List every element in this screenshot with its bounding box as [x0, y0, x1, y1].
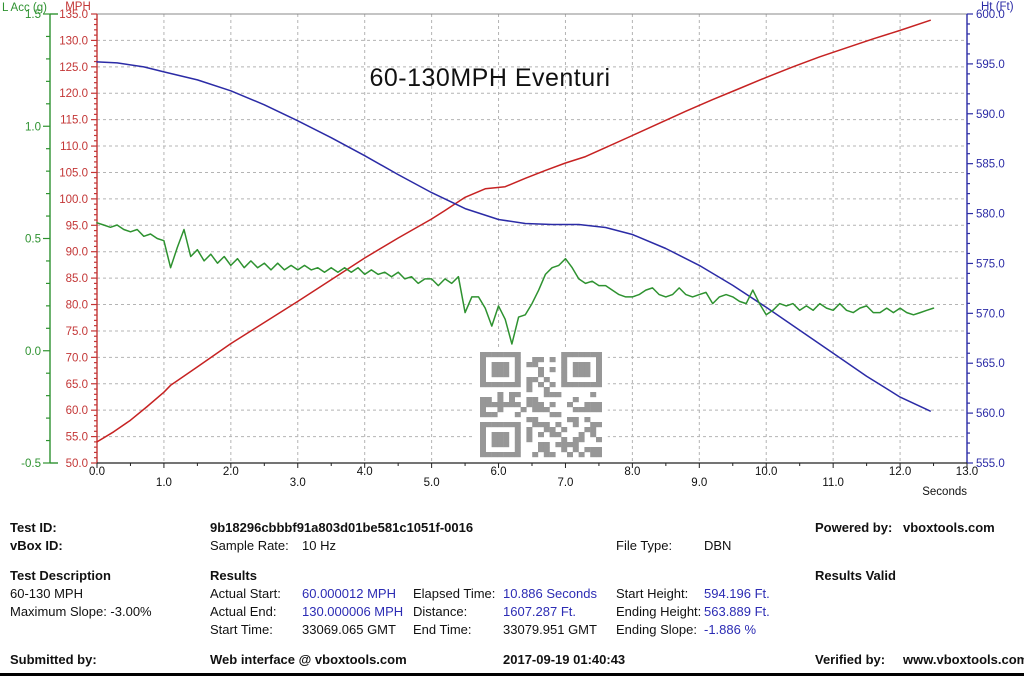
- vbox-id-label: vBox ID:: [10, 538, 63, 553]
- svg-text:10.0: 10.0: [755, 466, 777, 478]
- svg-text:-0.5: -0.5: [21, 458, 41, 470]
- ending-slope-value: -1.886 %: [704, 622, 757, 637]
- submitted-by-label: Submitted by:: [10, 652, 97, 667]
- x-axis-title: Seconds: [922, 486, 967, 498]
- distance-value: 1607.287 Ft.: [503, 604, 576, 619]
- svg-text:85.0: 85.0: [66, 273, 88, 285]
- sample-rate-label: Sample Rate:: [210, 538, 289, 553]
- acc-axis-title: L Acc (g): [2, 2, 47, 14]
- svg-text:565.0: 565.0: [976, 358, 1005, 370]
- svg-text:585.0: 585.0: [976, 159, 1005, 171]
- svg-text:8.0: 8.0: [624, 466, 640, 478]
- sample-rate-value: 10 Hz: [302, 538, 336, 553]
- svg-text:80.0: 80.0: [66, 300, 88, 312]
- svg-text:590.0: 590.0: [976, 109, 1005, 121]
- distance-label: Distance:: [413, 604, 468, 619]
- svg-text:55.0: 55.0: [66, 432, 88, 444]
- submitted-by-value: Web interface @ vboxtools.com: [210, 652, 407, 667]
- powered-by-label: Powered by:: [815, 520, 893, 535]
- svg-text:90.0: 90.0: [66, 247, 88, 259]
- svg-text:555.0: 555.0: [976, 458, 1005, 470]
- actual-start-label: Actual Start:: [210, 586, 281, 601]
- svg-text:100.0: 100.0: [59, 194, 88, 206]
- end-time-value: 33079.951 GMT: [503, 622, 597, 637]
- file-type-label: File Type:: [616, 538, 673, 553]
- test-description-heading: Test Description: [10, 568, 111, 583]
- qr-code: [474, 347, 608, 462]
- svg-text:65.0: 65.0: [66, 379, 88, 391]
- actual-start-value: 60.000012 MPH: [302, 586, 396, 601]
- test-description-line2: Maximum Slope: -3.00%: [10, 604, 152, 619]
- svg-text:95.0: 95.0: [66, 220, 88, 232]
- svg-text:110.0: 110.0: [60, 141, 88, 153]
- svg-text:0.5: 0.5: [25, 234, 41, 246]
- svg-text:595.0: 595.0: [976, 59, 1005, 71]
- chart-title: 60-130MPH Eventuri: [369, 64, 611, 92]
- svg-text:9.0: 9.0: [691, 477, 707, 489]
- end-time-label: End Time:: [413, 622, 472, 637]
- svg-text:2.0: 2.0: [223, 466, 239, 478]
- svg-text:0.0: 0.0: [89, 466, 105, 478]
- start-height-value: 594.196 Ft.: [704, 586, 770, 601]
- file-type-value: DBN: [704, 538, 732, 553]
- start-time-value: 33069.065 GMT: [302, 622, 396, 637]
- svg-text:1.0: 1.0: [25, 121, 41, 133]
- mph-axis-title: MPH: [65, 1, 91, 13]
- svg-text:105.0: 105.0: [59, 167, 88, 179]
- height-axis-title: Ht (Ft): [981, 1, 1014, 13]
- svg-text:4.0: 4.0: [357, 466, 373, 478]
- actual-end-value: 130.000006 MPH: [302, 604, 404, 619]
- results-valid-badge: Results Valid: [815, 568, 896, 583]
- svg-text:1.5: 1.5: [25, 9, 41, 21]
- svg-text:120.0: 120.0: [59, 88, 88, 100]
- svg-text:75.0: 75.0: [66, 326, 88, 338]
- verified-by-label: Verified by:: [815, 652, 886, 667]
- performance-chart: -0.5 0.0 0.5 1.0 1.5 50.0 55.0 60.0 65.0 70.0 75.0…: [21, 9, 1005, 489]
- svg-text:70.0: 70.0: [66, 352, 88, 364]
- actual-end-label: Actual End:: [210, 604, 277, 619]
- svg-text:115.0: 115.0: [60, 115, 88, 127]
- svg-text:580.0: 580.0: [976, 209, 1005, 221]
- svg-text:125.0: 125.0: [59, 62, 88, 74]
- ending-height-value: 563.889 Ft.: [704, 604, 770, 619]
- ending-slope-label: Ending Slope:: [616, 622, 697, 637]
- start-time-label: Start Time:: [210, 622, 273, 637]
- svg-text:13.0: 13.0: [956, 466, 978, 478]
- test-id-value: 9b18296cbbbf91a803d01be581c1051f-0016: [210, 520, 474, 535]
- svg-text:130.0: 130.0: [59, 35, 88, 47]
- svg-text:0.0: 0.0: [25, 346, 41, 358]
- results-heading: Results: [210, 568, 257, 583]
- elapsed-time-value: 10.886 Seconds: [503, 586, 597, 601]
- report-timestamp: 2017-09-19 01:40:43: [503, 652, 626, 667]
- verified-by-value: www.vboxtools.com: [903, 652, 1024, 667]
- svg-text:5.0: 5.0: [424, 477, 440, 489]
- test-id-label: Test ID:: [10, 520, 57, 535]
- svg-text:600.0: 600.0: [976, 9, 1005, 21]
- svg-text:570.0: 570.0: [976, 308, 1005, 320]
- window-bottom-edge: [0, 673, 1024, 676]
- svg-text:560.0: 560.0: [976, 408, 1005, 420]
- svg-text:6.0: 6.0: [491, 466, 507, 478]
- svg-text:12.0: 12.0: [889, 466, 911, 478]
- svg-text:135.0: 135.0: [59, 9, 88, 21]
- svg-text:575.0: 575.0: [976, 258, 1005, 270]
- svg-text:3.0: 3.0: [290, 477, 306, 489]
- start-height-label: Start Height:: [616, 586, 689, 601]
- elapsed-time-label: Elapsed Time:: [413, 586, 496, 601]
- svg-text:11.0: 11.0: [822, 477, 844, 489]
- powered-by-value: vboxtools.com: [903, 520, 995, 535]
- svg-text:60.0: 60.0: [66, 405, 88, 417]
- svg-text:7.0: 7.0: [557, 477, 573, 489]
- test-description-line1: 60-130 MPH: [10, 586, 83, 601]
- svg-text:50.0: 50.0: [66, 458, 88, 470]
- svg-text:1.0: 1.0: [156, 477, 172, 489]
- ending-height-label: Ending Height:: [616, 604, 702, 619]
